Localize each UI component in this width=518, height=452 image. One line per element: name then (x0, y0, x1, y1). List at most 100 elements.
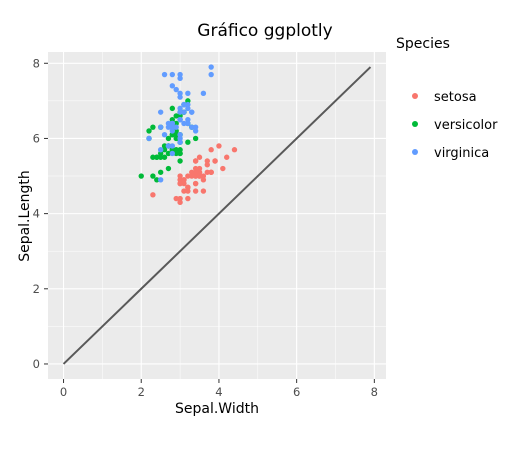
data-point-virginica[interactable] (161, 71, 168, 78)
data-point-setosa[interactable] (177, 199, 183, 206)
data-point-versicolor[interactable] (138, 173, 144, 179)
data-point-setosa[interactable] (196, 173, 203, 179)
data-point-versicolor[interactable] (173, 120, 179, 127)
data-point-versicolor[interactable] (177, 113, 183, 119)
data-point-setosa[interactable] (185, 184, 191, 191)
data-point-virginica[interactable] (165, 143, 172, 149)
data-point-versicolor[interactable] (169, 131, 176, 138)
data-point-setosa[interactable] (177, 177, 183, 183)
data-point-virginica[interactable] (185, 101, 191, 108)
data-point-virginica[interactable] (173, 124, 179, 130)
data-point-virginica[interactable] (177, 94, 183, 100)
data-point-setosa[interactable] (192, 169, 199, 175)
data-point-setosa[interactable] (185, 195, 191, 202)
data-point-virginica[interactable] (185, 120, 191, 127)
data-point-virginica[interactable] (177, 105, 183, 112)
data-point-virginica[interactable] (157, 177, 164, 183)
data-points[interactable] (138, 64, 238, 206)
data-point-virginica[interactable] (173, 86, 179, 93)
data-point-virginica[interactable] (177, 75, 183, 82)
data-point-setosa[interactable] (177, 195, 183, 202)
data-point-virginica[interactable] (169, 71, 176, 78)
data-point-versicolor[interactable] (157, 150, 164, 157)
data-point-versicolor[interactable] (169, 147, 176, 153)
data-point-virginica[interactable] (146, 135, 152, 142)
data-point-setosa[interactable] (173, 195, 179, 202)
data-point-virginica[interactable] (185, 90, 191, 97)
data-point-setosa[interactable] (216, 143, 222, 149)
data-point-virginica[interactable] (157, 147, 164, 153)
legend-label-versicolor[interactable]: versicolor (434, 118, 498, 133)
data-point-setosa[interactable] (204, 158, 210, 164)
data-point-setosa[interactable] (204, 169, 210, 175)
legend-items[interactable]: setosa versicolor virginica (412, 90, 498, 161)
data-point-virginica[interactable] (181, 109, 187, 115)
data-point-virginica[interactable] (165, 124, 172, 130)
data-point-versicolor[interactable] (173, 147, 179, 153)
data-point-versicolor[interactable] (157, 154, 164, 160)
data-point-virginica[interactable] (192, 124, 199, 130)
data-point-virginica[interactable] (185, 105, 191, 112)
data-point-setosa[interactable] (224, 154, 230, 160)
data-point-setosa[interactable] (189, 173, 195, 179)
data-point-setosa[interactable] (196, 169, 203, 175)
data-point-setosa[interactable] (181, 180, 187, 187)
data-point-virginica[interactable] (169, 128, 176, 134)
data-point-setosa[interactable] (208, 147, 214, 153)
data-point-virginica[interactable] (181, 120, 187, 127)
data-point-virginica[interactable] (161, 131, 168, 138)
data-point-setosa[interactable] (200, 173, 207, 179)
data-point-virginica[interactable] (177, 109, 183, 115)
data-point-virginica[interactable] (185, 116, 191, 123)
data-point-versicolor[interactable] (177, 150, 183, 157)
data-point-virginica[interactable] (169, 83, 176, 89)
data-point-versicolor[interactable] (161, 143, 168, 149)
data-point-versicolor[interactable] (173, 128, 179, 134)
data-point-virginica[interactable] (177, 90, 183, 97)
data-point-setosa[interactable] (189, 169, 195, 175)
data-point-setosa[interactable] (208, 169, 214, 175)
data-point-setosa[interactable] (192, 158, 199, 164)
data-point-setosa[interactable] (192, 173, 199, 179)
data-point-virginica[interactable] (208, 64, 214, 70)
data-point-setosa[interactable] (177, 180, 183, 187)
data-point-versicolor[interactable] (169, 105, 176, 112)
data-point-versicolor[interactable] (177, 147, 183, 153)
data-point-versicolor[interactable] (169, 116, 176, 123)
data-point-virginica[interactable] (169, 150, 176, 157)
data-point-versicolor[interactable] (165, 150, 172, 157)
data-point-setosa[interactable] (231, 147, 238, 153)
data-point-setosa[interactable] (212, 158, 218, 164)
data-point-setosa[interactable] (177, 173, 183, 179)
data-point-versicolor[interactable] (165, 165, 172, 172)
data-point-virginica[interactable] (200, 90, 207, 97)
data-point-versicolor[interactable] (157, 169, 164, 175)
data-point-virginica[interactable] (189, 109, 195, 115)
data-point-setosa[interactable] (192, 165, 199, 172)
data-point-setosa[interactable] (192, 188, 199, 194)
data-point-virginica[interactable] (157, 109, 164, 115)
data-point-versicolor[interactable] (150, 173, 156, 179)
data-point-virginica[interactable] (177, 116, 183, 123)
data-point-virginica[interactable] (169, 120, 176, 127)
data-point-virginica[interactable] (177, 135, 183, 142)
data-point-versicolor[interactable] (177, 158, 183, 164)
legend[interactable]: Species setosa versicolor virginica (396, 36, 498, 161)
data-point-virginica[interactable] (181, 101, 187, 108)
legend-label-setosa[interactable]: setosa (434, 90, 477, 105)
data-point-setosa[interactable] (185, 188, 191, 194)
data-point-versicolor[interactable] (161, 154, 168, 160)
data-point-virginica[interactable] (169, 143, 176, 149)
data-point-virginica[interactable] (165, 120, 172, 127)
data-point-virginica[interactable] (208, 71, 214, 78)
data-point-versicolor[interactable] (146, 128, 152, 134)
data-point-setosa[interactable] (200, 177, 207, 183)
data-point-setosa[interactable] (185, 173, 191, 179)
data-point-virginica[interactable] (189, 124, 195, 130)
data-point-setosa[interactable] (204, 162, 210, 168)
data-point-virginica[interactable] (157, 124, 164, 130)
data-point-setosa[interactable] (220, 165, 226, 172)
data-point-virginica[interactable] (169, 124, 176, 130)
data-point-setosa[interactable] (181, 188, 187, 194)
data-point-versicolor[interactable] (150, 154, 156, 160)
